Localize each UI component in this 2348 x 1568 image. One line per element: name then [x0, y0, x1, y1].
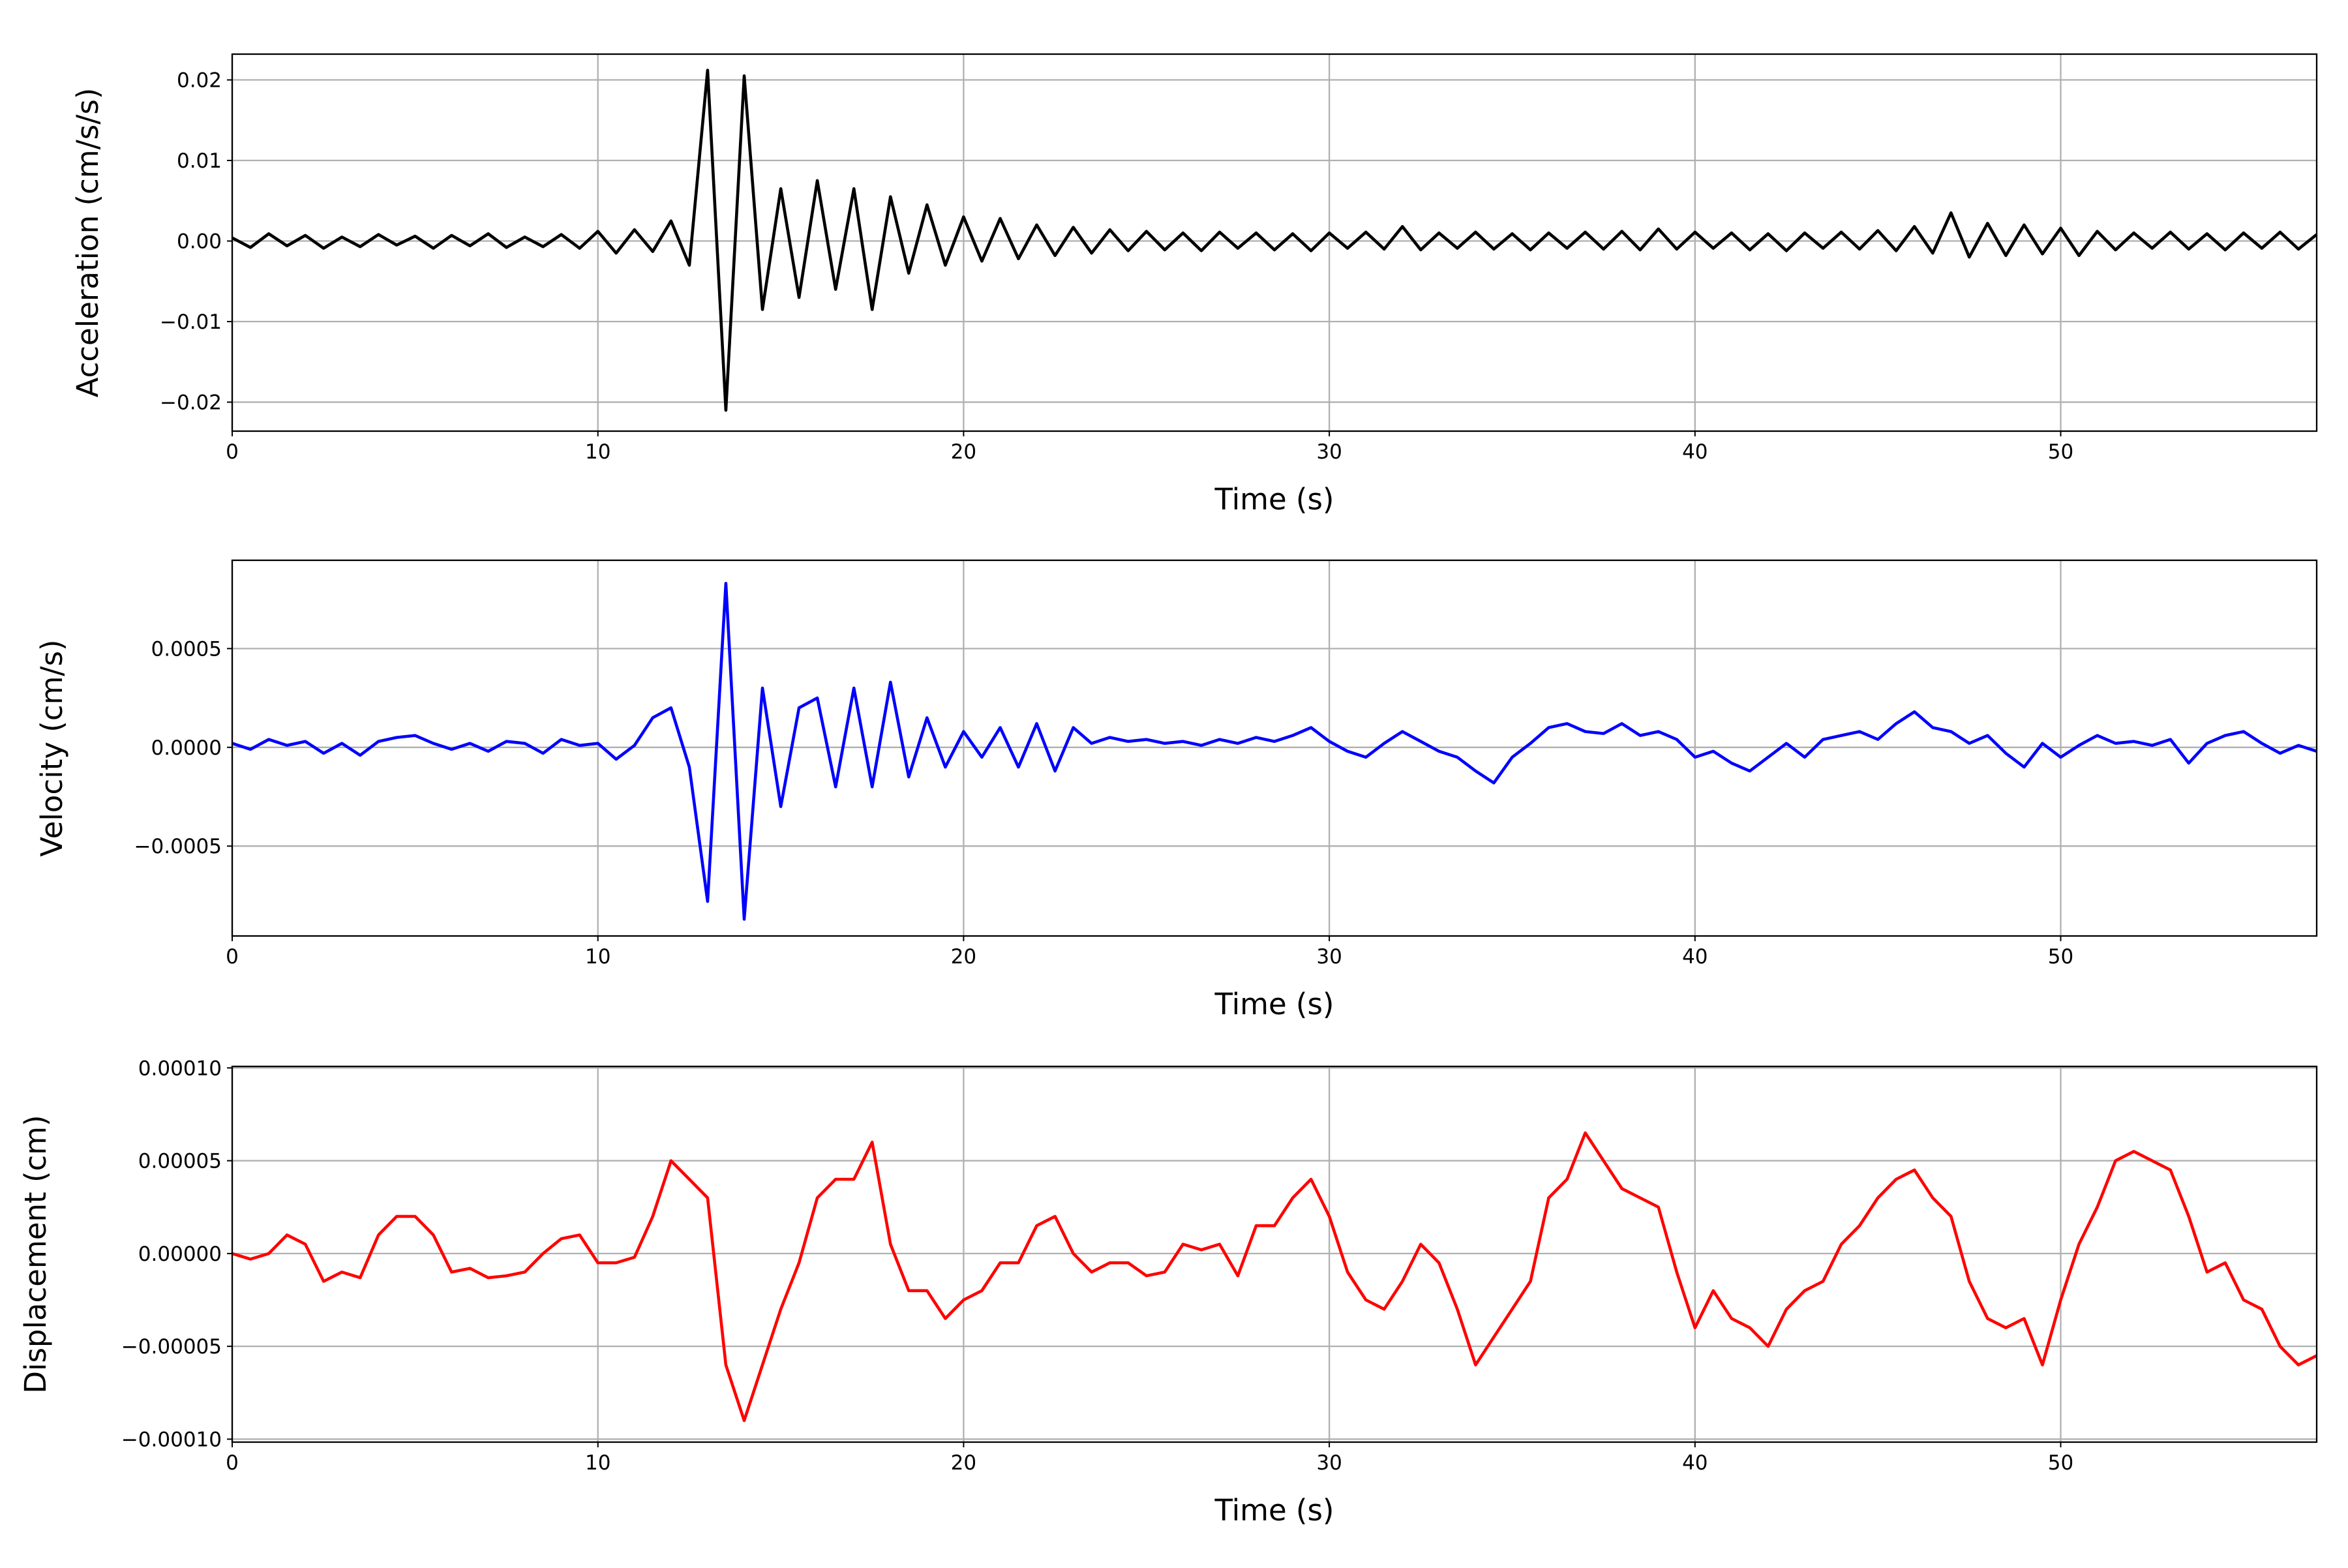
x-tick-label: 20	[951, 440, 976, 464]
y-axis-label: Velocity (cm/s)	[35, 639, 69, 856]
y-tick-label: −0.0005	[134, 835, 222, 858]
y-tick-label: 0.00005	[138, 1150, 222, 1173]
data-line	[231, 68, 2318, 412]
y-tick-label: 0.0000	[151, 736, 222, 760]
plot-background	[232, 54, 2317, 431]
x-tick-label: 10	[585, 945, 610, 969]
y-axis-label: Displacement (cm)	[18, 1115, 53, 1393]
y-tick-label: 0.00000	[138, 1243, 222, 1266]
y-axis-label: Acceleration (cm/s/s)	[70, 88, 105, 398]
x-tick-label: 40	[1682, 1451, 1708, 1475]
plot-frame	[231, 53, 2318, 432]
x-tick-label: 10	[585, 440, 610, 464]
plot-frame	[231, 1065, 2318, 1443]
x-tick-label: 50	[2048, 440, 2073, 464]
data-line	[232, 582, 2317, 921]
x-tick-label: 0	[226, 1451, 239, 1475]
y-tick-label: 0.01	[177, 149, 222, 173]
y-tick-label: 0.00	[177, 230, 222, 254]
data-line	[232, 1131, 2318, 1423]
x-axis-label: Time (s)	[1214, 1493, 1334, 1528]
y-tick-label: −0.00010	[121, 1428, 222, 1451]
y-tick-label: 0.0005	[151, 637, 222, 661]
plot-background	[232, 560, 2317, 936]
y-tick-label: 0.00010	[138, 1057, 222, 1080]
y-tick-label: −0.02	[160, 391, 222, 415]
x-tick-label: 30	[1316, 1451, 1342, 1475]
plot-frame	[231, 559, 2318, 937]
x-tick-label: 40	[1682, 945, 1708, 969]
x-tick-label: 0	[226, 945, 239, 969]
x-tick-label: 20	[951, 945, 976, 969]
x-axis-label: Time (s)	[1214, 482, 1334, 517]
x-tick-label: 40	[1682, 440, 1708, 464]
x-tick-label: 50	[2048, 1451, 2073, 1475]
x-tick-label: 0	[226, 440, 239, 464]
x-tick-label: 20	[951, 1451, 976, 1475]
x-tick-label: 10	[585, 1451, 610, 1475]
y-tick-label: −0.00005	[121, 1335, 222, 1359]
x-tick-label: 30	[1316, 440, 1342, 464]
y-tick-label: 0.02	[177, 69, 222, 93]
x-tick-label: 50	[2048, 945, 2073, 969]
x-axis-label: Time (s)	[1214, 987, 1334, 1021]
y-tick-label: −0.01	[160, 310, 222, 334]
x-tick-label: 30	[1316, 945, 1342, 969]
